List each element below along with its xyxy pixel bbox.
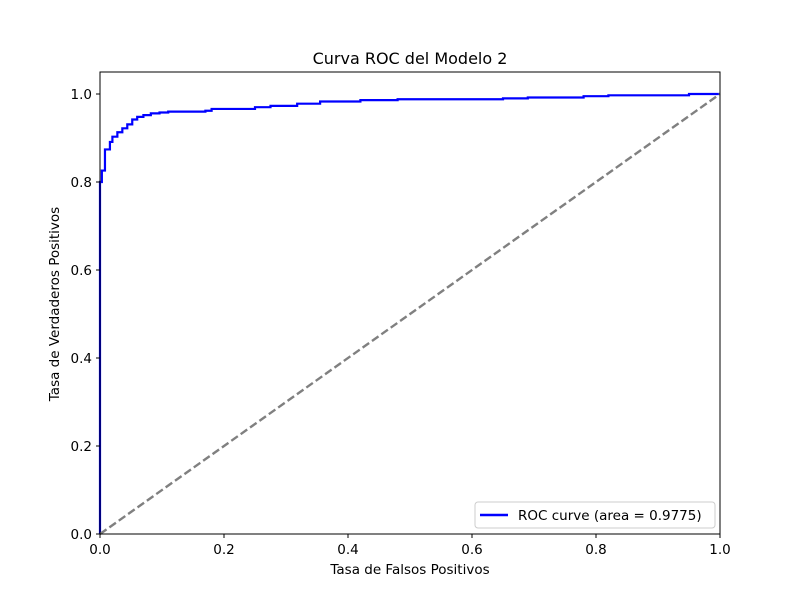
axes: 0.0 0.2 0.4 0.6 0.8 1.0 0.0 0.2 0.4 0.6 0.8 1.0 xyxy=(71,71,731,558)
y-tick-label: 0.2 xyxy=(71,439,92,455)
x-tick-label: 0.2 xyxy=(213,542,234,558)
y-tick-label: 0.4 xyxy=(71,351,92,367)
axes-frame xyxy=(99,71,721,535)
x-tick-label: 1.0 xyxy=(709,542,730,558)
x-tick-label: 0.0 xyxy=(89,542,110,558)
plot-area xyxy=(98,92,721,535)
chance-diagonal-line xyxy=(99,93,721,535)
y-tick-label: 0.6 xyxy=(71,263,92,279)
x-tick-label: 0.8 xyxy=(585,542,606,558)
y-tick-label: 1.0 xyxy=(71,87,92,103)
roc-curve-line xyxy=(98,92,720,534)
chart-title: Curva ROC del Modelo 2 xyxy=(313,49,508,68)
y-tick-label: 0.0 xyxy=(71,527,92,543)
y-axis-label: Tasa de Verdaderos Positivos xyxy=(47,207,63,402)
legend: ROC curve (area = 0.9775) xyxy=(474,501,716,529)
x-tick-label: 0.6 xyxy=(461,542,482,558)
legend-label-roc: ROC curve (area = 0.9775) xyxy=(518,508,702,524)
y-tick-label: 0.8 xyxy=(71,175,92,191)
x-tick-label: 0.4 xyxy=(337,542,358,558)
x-axis-label: Tasa de Falsos Positivos xyxy=(329,562,489,578)
legend-box xyxy=(474,501,716,529)
